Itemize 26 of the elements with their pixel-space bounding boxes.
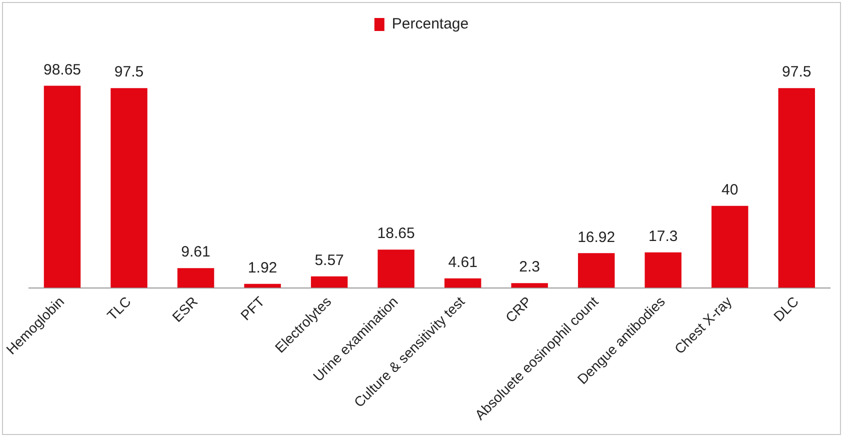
data-label: 97.5	[782, 64, 812, 81]
data-label: 98.65	[43, 61, 82, 78]
bar	[110, 88, 148, 288]
x-tick-label: TLC	[104, 293, 134, 324]
bar	[644, 252, 682, 288]
data-label: 4.61	[448, 254, 478, 271]
data-label: 2.3	[519, 258, 540, 276]
bar	[177, 268, 214, 288]
bar	[44, 86, 81, 288]
bar	[712, 206, 748, 288]
bar	[310, 276, 348, 288]
data-label: 9.61	[181, 244, 210, 261]
bar	[378, 250, 414, 288]
data-label: 40	[722, 182, 738, 198]
legend-label: Percentage	[392, 16, 469, 33]
bar	[578, 253, 615, 288]
data-label: 1.92	[248, 260, 278, 276]
data-label: 16.92	[578, 228, 616, 246]
bar	[511, 283, 548, 288]
bar	[778, 88, 815, 288]
bar	[244, 284, 281, 288]
data-label: 18.65	[377, 225, 415, 242]
data-label: 5.57	[314, 252, 344, 270]
bar	[444, 278, 482, 288]
data-label: 97.5	[114, 64, 144, 81]
data-label: 17.3	[648, 228, 678, 245]
